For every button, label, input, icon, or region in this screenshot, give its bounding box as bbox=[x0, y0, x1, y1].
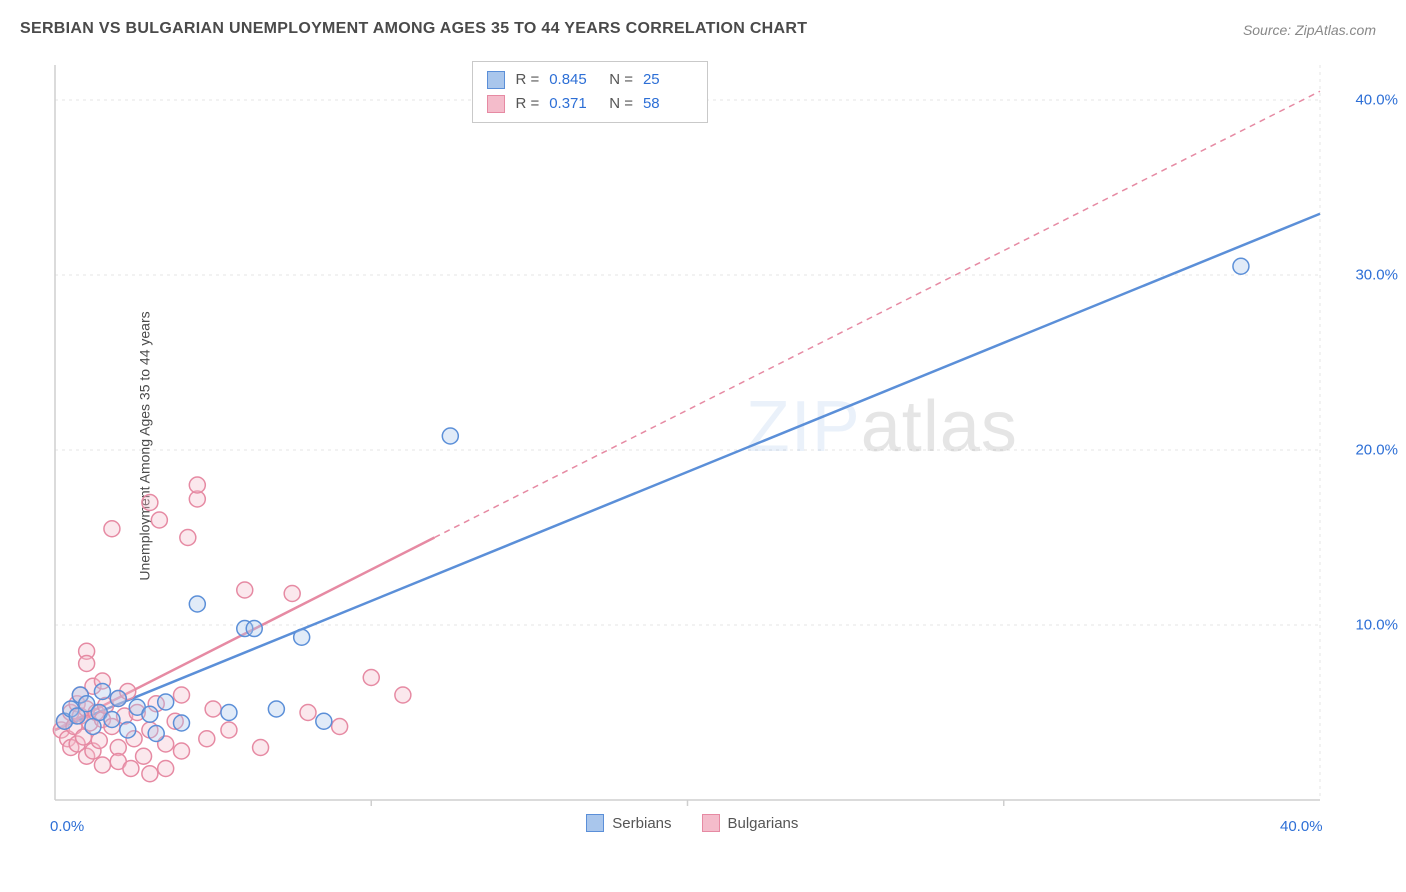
n-label: N = bbox=[609, 68, 633, 92]
chart-svg bbox=[50, 55, 1380, 845]
legend-label: Serbians bbox=[612, 815, 671, 832]
n-value: 58 bbox=[643, 92, 693, 116]
n-value: 25 bbox=[643, 68, 693, 92]
r-label: R = bbox=[515, 68, 539, 92]
series-legend: Serbians Bulgarians bbox=[586, 814, 798, 832]
legend-swatch bbox=[702, 814, 720, 832]
x-tick-min: 0.0% bbox=[50, 818, 84, 835]
chart-title: SERBIAN VS BULGARIAN UNEMPLOYMENT AMONG … bbox=[20, 20, 807, 38]
r-value: 0.845 bbox=[549, 68, 599, 92]
n-label: N = bbox=[609, 92, 633, 116]
r-label: R = bbox=[515, 92, 539, 116]
legend-swatch bbox=[487, 95, 505, 113]
correlation-stats-box: R = 0.845 N = 25 R = 0.371 N = 58 bbox=[472, 61, 708, 123]
y-tick-label: 10.0% bbox=[1355, 617, 1398, 634]
legend-item: Bulgarians bbox=[702, 814, 799, 832]
y-tick-label: 30.0% bbox=[1355, 267, 1398, 284]
legend-item: Serbians bbox=[586, 814, 671, 832]
stat-row: R = 0.371 N = 58 bbox=[487, 92, 693, 116]
scatter-plot-area bbox=[50, 55, 1380, 845]
r-value: 0.371 bbox=[549, 92, 599, 116]
source-attribution: Source: ZipAtlas.com bbox=[1243, 22, 1376, 38]
stat-row: R = 0.845 N = 25 bbox=[487, 68, 693, 92]
x-tick-max: 40.0% bbox=[1280, 818, 1323, 835]
legend-label: Bulgarians bbox=[728, 815, 799, 832]
legend-swatch bbox=[586, 814, 604, 832]
y-tick-label: 40.0% bbox=[1355, 92, 1398, 109]
y-tick-label: 20.0% bbox=[1355, 442, 1398, 459]
legend-swatch bbox=[487, 71, 505, 89]
